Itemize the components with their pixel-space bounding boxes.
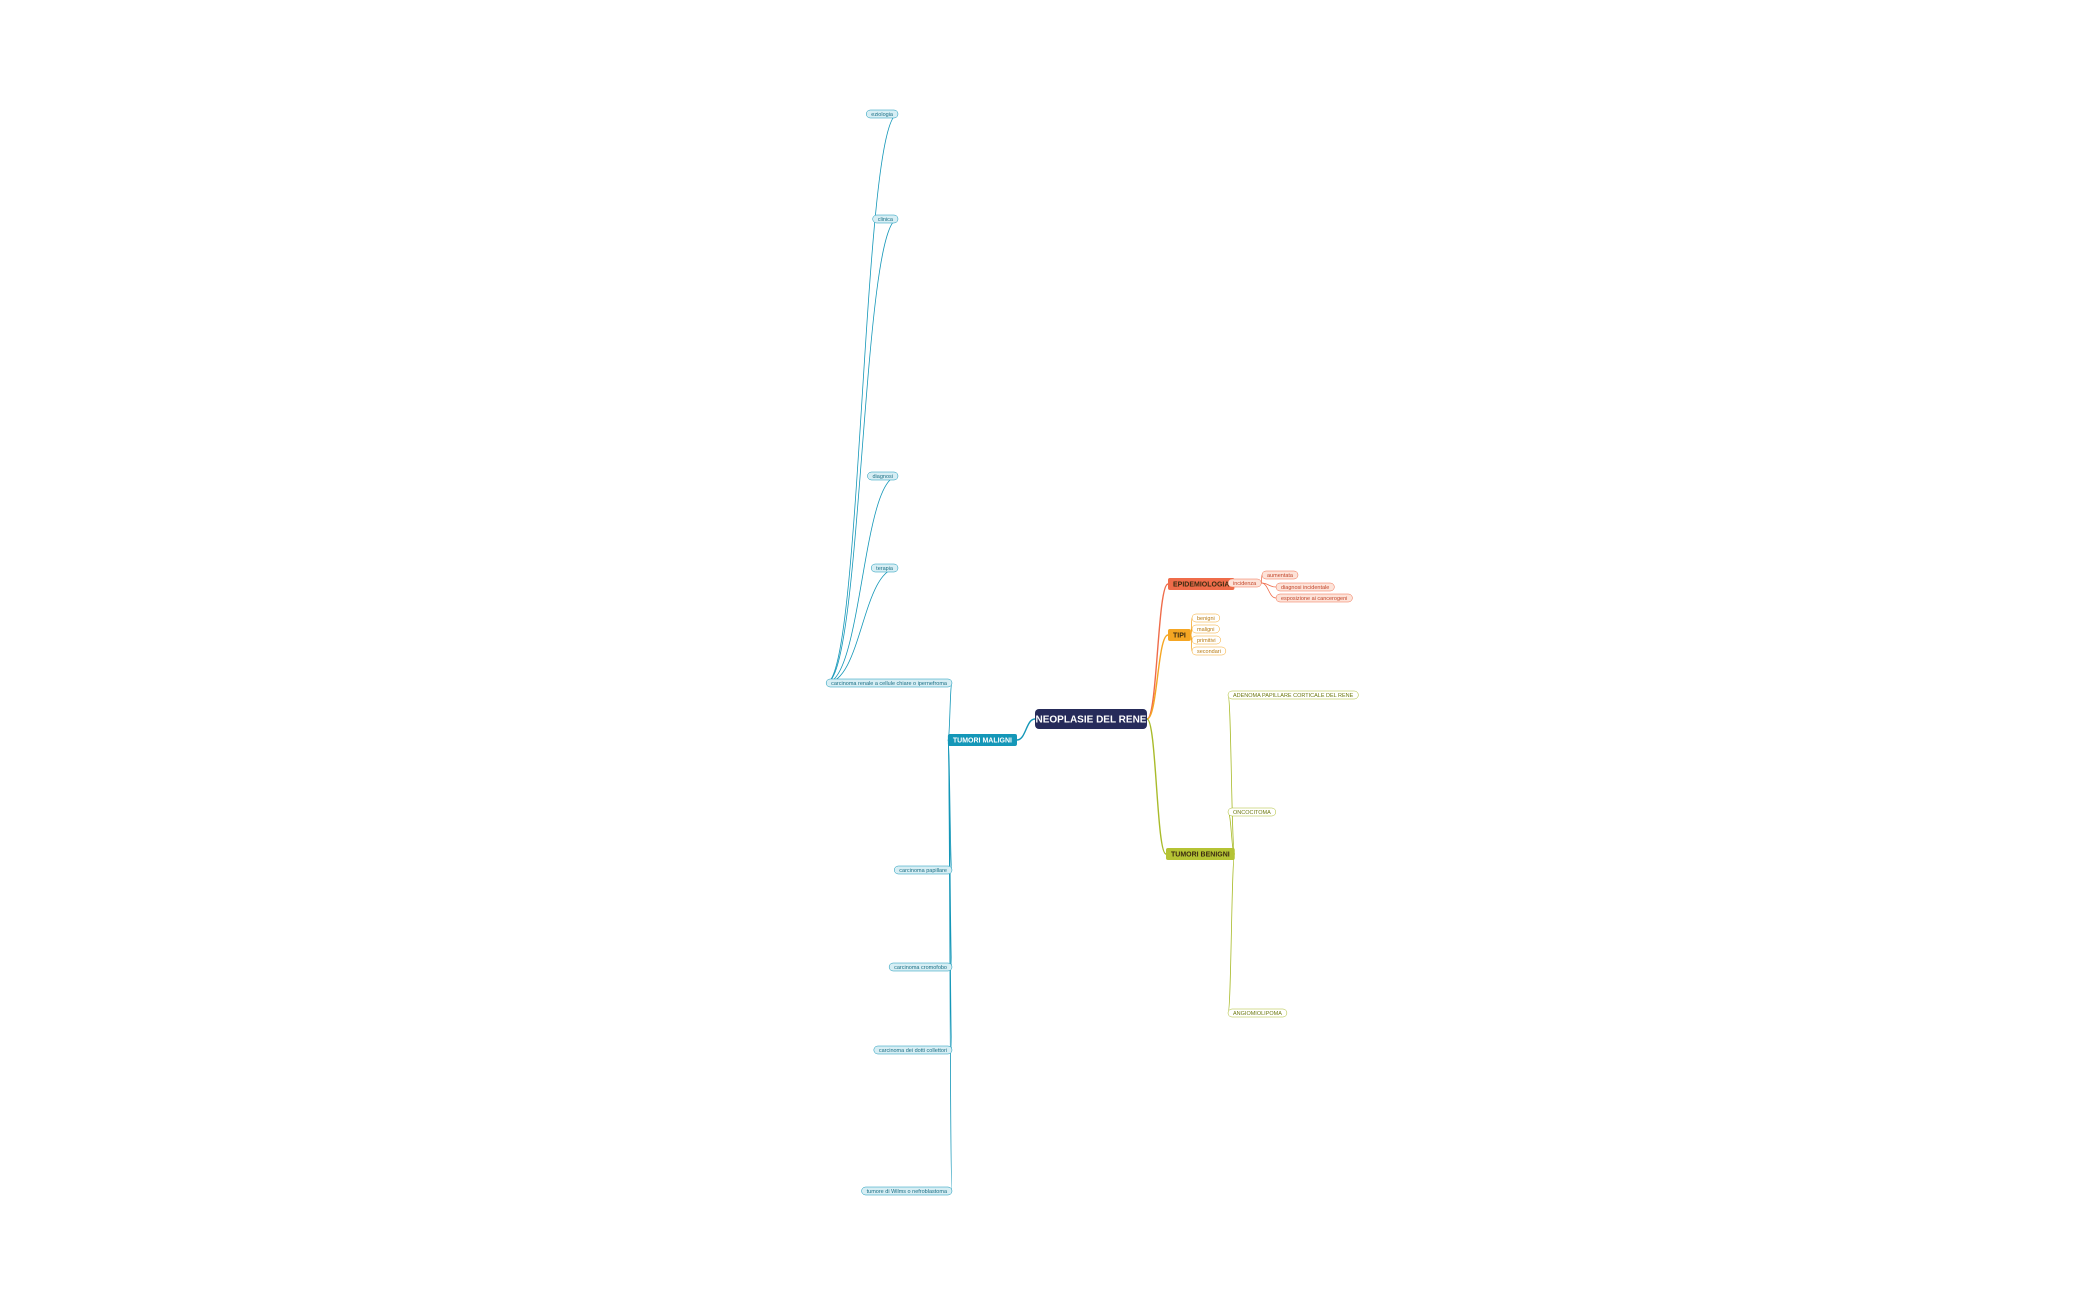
topic-label: carcinoma dei dotti collettori (879, 1048, 947, 1054)
topic-label: primitivi (1197, 638, 1216, 644)
connector (1146, 718, 1167, 855)
connector (1016, 718, 1036, 741)
connector (826, 218, 899, 684)
topic-node (872, 214, 899, 224)
branch-label: TUMORI BENIGNI (1171, 851, 1230, 858)
topic-label: diagnosi incidentale (1281, 585, 1329, 591)
edges (826, 113, 1277, 1192)
topic-label: carcinoma papillare (899, 868, 947, 874)
branch-label: TUMORI MALIGNI (953, 737, 1012, 744)
connector (1227, 853, 1236, 1014)
topic-label: incidenza (1233, 581, 1257, 587)
topic-node (1261, 570, 1299, 580)
connector (1260, 574, 1263, 584)
topic-node (867, 471, 899, 481)
connector (1190, 634, 1193, 652)
topic-label: carcinoma renale a cellule chiare o iper… (831, 681, 948, 687)
topic-node (894, 865, 953, 875)
topic-label: ANGIOMIOLIPOMA (1233, 1011, 1282, 1017)
connector (1146, 634, 1169, 720)
connector (1227, 694, 1236, 855)
topic-label: terapia (876, 566, 894, 572)
branch-node (1168, 578, 1235, 590)
branch-label: TIPI (1173, 632, 1186, 639)
root-label: NEOPLASIE DEL RENE (1036, 715, 1147, 726)
topic-node (1227, 690, 1359, 700)
branch-node (947, 734, 1017, 746)
topic-label: diagnosi (873, 474, 894, 480)
topic-node (888, 962, 953, 972)
topic-label: tumore di Wilms o nefroblastoma (867, 1189, 948, 1195)
topic-node (1227, 807, 1277, 817)
topic-label: maligni (1197, 627, 1214, 633)
topic-label: carcinoma cromofobo (894, 965, 947, 971)
root-node (1035, 709, 1147, 729)
topic-label: secondari (1197, 649, 1221, 655)
connector (1261, 582, 1277, 599)
branch-node (1166, 848, 1235, 860)
topic-node (1275, 593, 1353, 603)
topic-label: eziologia (871, 112, 894, 118)
topic-label: esposizione ai cancerogeni (1281, 596, 1347, 602)
connector (826, 475, 899, 684)
topic-node (1191, 635, 1221, 645)
topic-node (1227, 578, 1262, 588)
connector (1146, 583, 1169, 720)
connector (826, 567, 899, 684)
topic-node (1275, 582, 1335, 592)
topic-node (861, 1186, 953, 1196)
topic-node (870, 563, 899, 573)
topic-label: aumentata (1267, 573, 1294, 579)
branch-label: EPIDEMIOLOGIA (1173, 581, 1229, 588)
branch-node (1168, 629, 1191, 641)
topic-node (866, 109, 899, 119)
topic-label: benigni (1197, 616, 1215, 622)
topic-node (825, 678, 953, 688)
topic-node (1191, 624, 1220, 634)
topic-node (1191, 613, 1220, 623)
topic-node (873, 1045, 953, 1055)
nodes: NEOPLASIE DEL RENE EPIDEMIOLOGIA incidenza… (825, 109, 1359, 1196)
topic-node (1227, 1008, 1288, 1018)
topic-node (1191, 646, 1227, 656)
connector (947, 682, 953, 741)
topic-label: clinica (878, 217, 894, 223)
topic-label: ONCOCITOMA (1233, 810, 1271, 816)
topic-label: ADENOMA PAPILLARE CORTICALE DEL RENE (1233, 693, 1354, 699)
connector (826, 113, 899, 684)
